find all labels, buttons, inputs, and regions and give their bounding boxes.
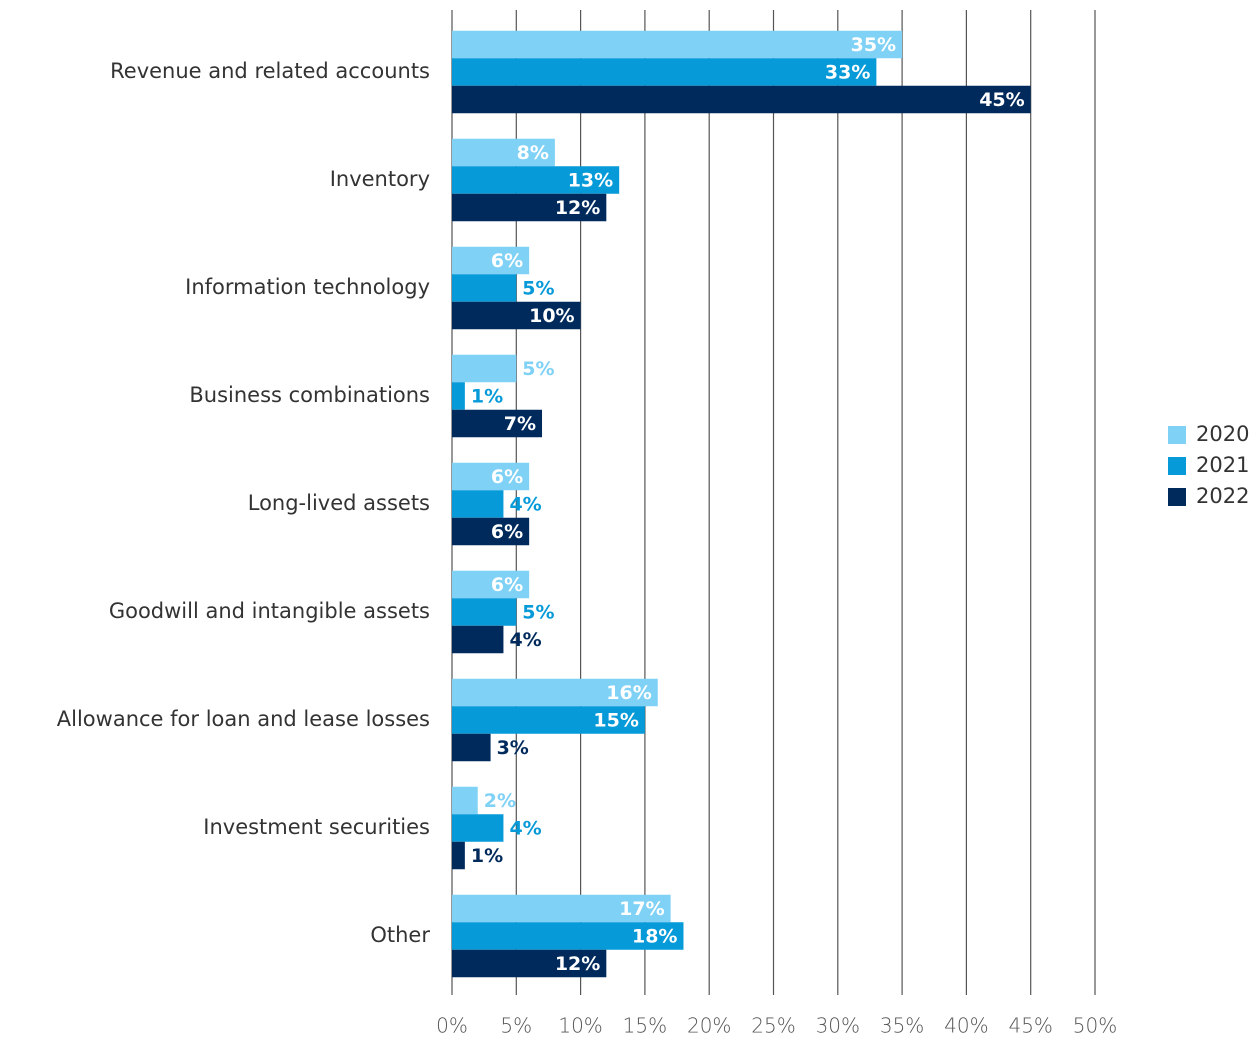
bar: [452, 517, 530, 546]
value-label: 12%: [555, 197, 600, 219]
value-label: 4%: [509, 494, 541, 516]
value-label: 5%: [522, 358, 554, 380]
bar: [452, 490, 504, 518]
legend-label: 2021: [1196, 453, 1249, 477]
category-label: Information technology: [185, 275, 430, 299]
value-label: 45%: [979, 89, 1024, 111]
x-tick-label: 45%: [1008, 1014, 1052, 1038]
legend-label: 2022: [1196, 484, 1249, 508]
bar: [452, 894, 671, 923]
category-label: Inventory: [330, 167, 430, 191]
value-label: 17%: [619, 898, 664, 920]
bar: [452, 166, 620, 194]
x-tick-label: 20%: [687, 1014, 731, 1038]
category-label: Other: [370, 923, 430, 947]
category-label: Long-lived assets: [248, 491, 430, 515]
value-label: 13%: [568, 170, 613, 192]
value-label: 1%: [471, 386, 503, 408]
bar: [452, 58, 877, 86]
value-label: 10%: [529, 305, 574, 327]
bar: [452, 138, 555, 167]
bar: [452, 814, 504, 842]
category-label: Investment securities: [203, 815, 430, 839]
bar: [452, 949, 607, 978]
legend-swatch: [1168, 426, 1186, 444]
x-tick-label: 50%: [1073, 1014, 1117, 1038]
x-tick-label: 30%: [816, 1014, 860, 1038]
value-label: 3%: [497, 737, 529, 759]
value-label: 5%: [522, 602, 554, 624]
value-label: 16%: [606, 682, 651, 704]
bar: [452, 301, 581, 330]
category-label: Goodwill and intangible assets: [109, 599, 430, 623]
x-tick-label: 35%: [880, 1014, 924, 1038]
value-label: 6%: [491, 521, 523, 543]
value-label: 1%: [471, 845, 503, 867]
value-label: 18%: [632, 926, 677, 948]
bar: [452, 274, 517, 302]
bar: [452, 462, 530, 491]
value-label: 6%: [491, 250, 523, 272]
bar: [452, 409, 543, 438]
bar: [452, 382, 465, 410]
value-label: 2%: [484, 790, 516, 812]
value-label: 6%: [491, 466, 523, 488]
value-label: 8%: [517, 142, 549, 164]
value-label: 12%: [555, 953, 600, 975]
x-tick-label: 10%: [558, 1014, 602, 1038]
legend-swatch: [1168, 488, 1186, 506]
bar: [452, 706, 645, 734]
bar: [452, 625, 504, 654]
value-label: 33%: [825, 62, 870, 84]
bar: [452, 30, 903, 59]
bar: [452, 733, 491, 762]
bar: [452, 598, 517, 626]
x-tick-label: 5%: [500, 1014, 532, 1038]
value-label: 4%: [509, 818, 541, 840]
bar: [452, 193, 607, 222]
bar: [452, 570, 530, 599]
bar: [452, 354, 517, 383]
category-label: Revenue and related accounts: [110, 59, 430, 83]
value-label: 15%: [593, 710, 638, 732]
category-label: Allowance for loan and lease losses: [57, 707, 430, 731]
x-tick-label: 25%: [751, 1014, 795, 1038]
x-tick-label: 0%: [436, 1014, 468, 1038]
bar: [452, 922, 684, 950]
bar: [452, 85, 1031, 114]
legend-label: 2020: [1196, 422, 1249, 446]
x-tick-label: 40%: [944, 1014, 988, 1038]
bar: [452, 841, 465, 870]
value-label: 7%: [504, 413, 536, 435]
category-label: Business combinations: [189, 383, 430, 407]
value-label: 6%: [491, 574, 523, 596]
legend-swatch: [1168, 457, 1186, 475]
bar: [452, 246, 530, 275]
value-label: 4%: [509, 629, 541, 651]
value-label: 35%: [851, 34, 896, 56]
bar: [452, 678, 658, 707]
bar: [452, 786, 478, 815]
x-tick-label: 15%: [623, 1014, 667, 1038]
value-label: 5%: [522, 278, 554, 300]
